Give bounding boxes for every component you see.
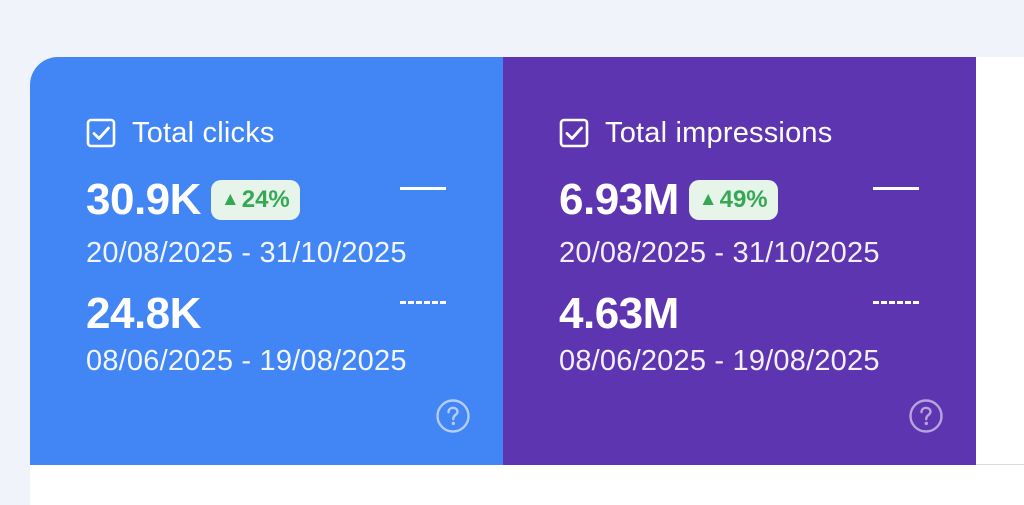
- dashed-line-legend-icon: [400, 301, 446, 304]
- current-value: 6.93M: [559, 175, 679, 224]
- total-impressions-card[interactable]: Total impressions 6.93M ▲ 49% 20/08/2025…: [503, 57, 976, 465]
- next-metric-card[interactable]: [976, 57, 1024, 465]
- metric-label: Total clicks: [132, 117, 275, 149]
- total-impressions-toggle[interactable]: Total impressions: [559, 117, 832, 149]
- current-date-range: 20/08/2025 - 31/10/2025: [86, 237, 407, 269]
- total-clicks-card[interactable]: Total clicks 30.9K ▲ 24% 20/08/2025 - 31…: [30, 57, 503, 465]
- previous-date-range: 08/06/2025 - 19/08/2025: [86, 345, 407, 377]
- current-value: 30.9K: [86, 175, 201, 224]
- current-value-row: 30.9K ▲ 24%: [86, 175, 300, 225]
- change-percent: 49%: [719, 186, 768, 213]
- triangle-up-icon: ▲: [220, 189, 240, 210]
- previous-value: 24.8K: [86, 289, 201, 338]
- help-icon[interactable]: [435, 398, 471, 434]
- metric-label: Total impressions: [605, 117, 833, 149]
- change-percent: 24%: [241, 186, 290, 213]
- previous-date-range: 08/06/2025 - 19/08/2025: [559, 345, 880, 377]
- lower-panel: [30, 465, 1024, 505]
- current-value-row: 6.93M ▲ 49%: [559, 175, 778, 225]
- dashed-line-legend-icon: [873, 301, 919, 304]
- previous-value: 4.63M: [559, 289, 679, 338]
- checkbox-checked-icon[interactable]: [559, 118, 589, 148]
- help-icon[interactable]: [908, 398, 944, 434]
- change-badge: ▲ 24%: [210, 180, 300, 220]
- triangle-up-icon: ▲: [698, 189, 718, 210]
- metric-cards: Total clicks 30.9K ▲ 24% 20/08/2025 - 31…: [30, 57, 1024, 465]
- current-date-range: 20/08/2025 - 31/10/2025: [559, 237, 880, 269]
- solid-line-legend-icon: [873, 187, 919, 190]
- checkbox-checked-icon[interactable]: [86, 118, 116, 148]
- total-clicks-toggle[interactable]: Total clicks: [86, 117, 275, 149]
- change-badge: ▲ 49%: [688, 180, 778, 220]
- solid-line-legend-icon: [400, 187, 446, 190]
